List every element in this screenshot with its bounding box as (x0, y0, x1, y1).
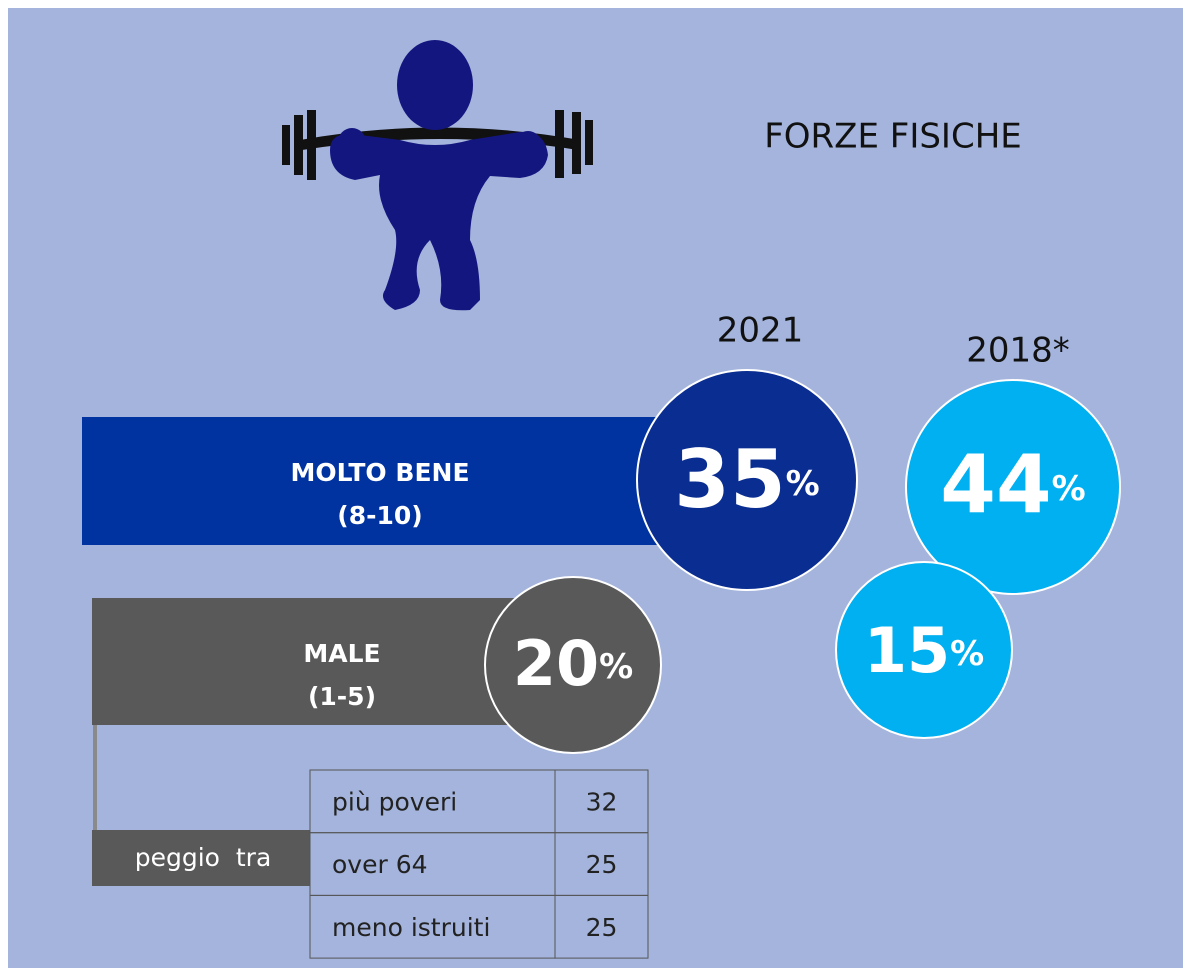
unit: % (1052, 469, 1086, 509)
title: FORZE FISICHE (764, 117, 1022, 157)
value-number: 20 (513, 627, 599, 700)
category-label: (8-10) (337, 501, 422, 530)
year-label: 2021 (717, 311, 804, 351)
table-cell (554, 894, 649, 959)
unit: % (950, 634, 984, 674)
weightlifter-icon (282, 40, 593, 311)
unit: % (599, 647, 633, 687)
value-number: 15 (864, 614, 950, 687)
table-text: più poveri (332, 787, 457, 816)
table-value: 25 (586, 850, 618, 879)
table-text: meno istruiti (332, 913, 490, 942)
year-label: 2018* (966, 331, 1070, 371)
table-text: over 64 (332, 850, 428, 879)
breakdown-table: più poveri 32 over 64 25 meno istruiti 25 (309, 769, 649, 959)
value-number: 35 (674, 433, 785, 526)
value-circle (484, 576, 662, 754)
breakdown-label: peggio tra (135, 843, 272, 872)
category-label: MOLTO BENE (290, 458, 469, 487)
category-label: (1-5) (308, 682, 376, 711)
unit: % (786, 464, 820, 504)
table-value: 25 (586, 913, 618, 942)
category-bar (92, 598, 542, 725)
value-circle (905, 379, 1121, 595)
table-value: 32 (586, 787, 618, 816)
value-number: 44 (940, 438, 1051, 531)
connector (93, 725, 97, 830)
category-label: MALE (303, 639, 380, 668)
value-circle (636, 369, 858, 591)
value-label: 44% (940, 438, 1085, 531)
value-circle (835, 561, 1013, 739)
breakdown-label-box (92, 830, 310, 886)
value-label: 20% (513, 627, 633, 700)
category-bar (82, 417, 702, 545)
value-label: 15% (864, 614, 984, 687)
value-label: 35% (674, 433, 819, 526)
